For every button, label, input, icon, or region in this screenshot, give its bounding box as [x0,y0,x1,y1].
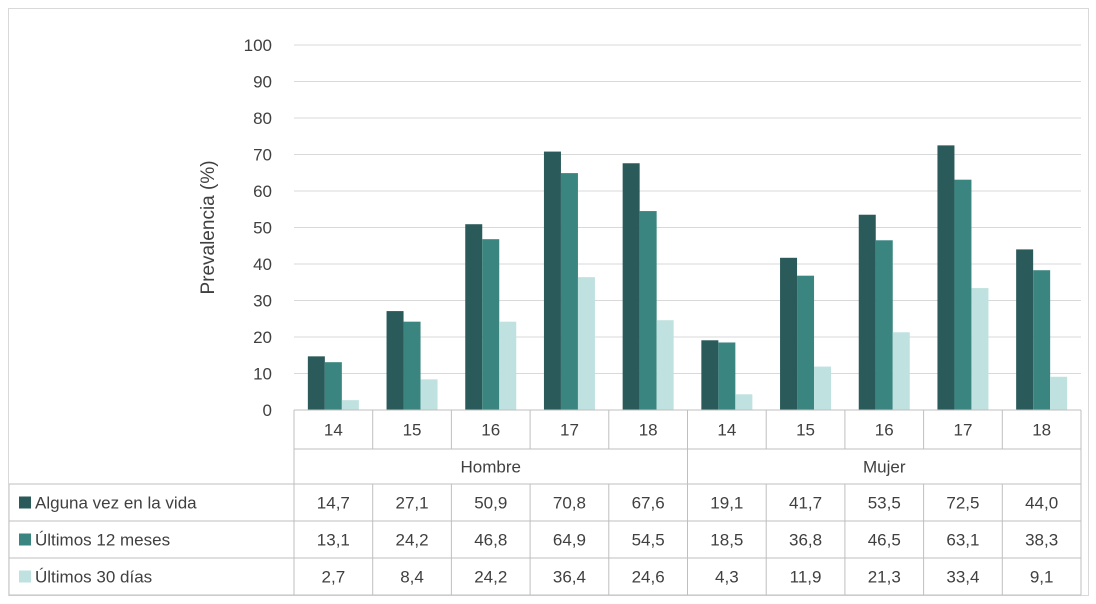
y-tick-label-70: 70 [253,146,272,165]
data-label-2-8: 46,5 [868,531,901,550]
bar-1-8 [858,214,876,410]
data-label-1-2: 27,1 [396,494,429,513]
x-tick-label-1: 14 [324,421,343,440]
x-tick-label-9: 17 [953,421,972,440]
data-label-3-10: 9,1 [1030,568,1054,587]
bar-3-3 [499,321,517,410]
data-label-1-6: 19,1 [710,494,743,513]
bar-1-7 [780,257,798,410]
legend-label-1: Alguna vez en la vida [35,494,197,513]
bar-2-9 [954,179,972,410]
bar-1-2 [386,311,404,410]
y-tick-label-50: 50 [253,219,272,238]
bar-1-10 [1016,249,1034,410]
data-label-1-4: 70,8 [553,494,586,513]
legend-key-3 [19,570,31,583]
bar-2-1 [324,362,342,410]
data-label-3-5: 24,6 [632,568,665,587]
data-label-1-10: 44,0 [1025,494,1058,513]
x-tick-label-8: 16 [875,421,894,440]
y-tick-label-100: 100 [244,36,272,55]
y-tick-label-60: 60 [253,182,272,201]
data-label-3-7: 11,9 [790,568,822,587]
data-label-2-10: 38,3 [1025,531,1058,550]
bar-chart: 0 10 20 30 40 50 60 70 80 90 100 Prevalencia (%) 14 1… [9,36,1082,596]
y-tick-label-40: 40 [253,255,272,274]
y-tick-label-30: 30 [253,292,272,311]
legend-key-2 [19,533,31,546]
bar-3-7 [814,366,832,410]
data-label-3-2: 8,4 [400,568,424,587]
bar-2-10 [1033,270,1051,410]
bar-1-3 [465,224,483,410]
data-label-1-3: 50,9 [474,494,507,513]
data-label-3-1: 2,7 [322,568,346,587]
data-label-1-9: 72,5 [946,494,979,513]
chart-frame: 0 10 20 30 40 50 60 70 80 90 100 Prevalencia (%) 14 1… [8,8,1089,596]
data-label-2-2: 24,2 [396,531,429,550]
data-label-1-1: 14,7 [317,494,350,513]
data-label-1-8: 53,5 [868,494,901,513]
x-tick-label-4: 17 [560,421,579,440]
bar-3-6 [735,394,753,410]
x-tick-label-3: 16 [481,421,500,440]
data-label-3-9: 33,4 [946,568,979,587]
bar-2-4 [560,173,578,410]
bar-3-8 [892,332,910,410]
data-label-2-1: 13,1 [317,531,350,550]
x-tick-label-7: 15 [796,421,815,440]
data-label-1-7: 41,7 [789,494,822,513]
bar-2-8 [875,240,893,410]
data-label-2-7: 36,8 [789,531,822,550]
data-label-3-3: 24,2 [474,568,507,587]
data-label-3-8: 21,3 [868,568,901,587]
y-tick-label-10: 10 [253,365,272,384]
y-axis-title: Prevalencia (%) [198,160,219,294]
bar-1-5 [622,163,640,410]
bar-2-3 [482,239,500,410]
legend-key-1 [19,496,31,509]
x-tick-label-6: 14 [717,421,736,440]
bar-3-5 [656,320,674,410]
legend-label-2: Últimos 12 meses [35,531,170,550]
bar-1-4 [543,151,561,410]
group-label-1: Hombre [461,458,521,477]
data-label-2-6: 18,5 [710,531,743,550]
y-tick-label-80: 80 [253,109,272,128]
x-tick-label-2: 15 [403,421,422,440]
x-tick-label-5: 18 [639,421,658,440]
data-label-1-5: 67,6 [632,494,665,513]
data-label-3-4: 36,4 [553,568,586,587]
data-label-2-5: 54,5 [632,531,665,550]
bar-3-4 [577,277,595,410]
y-tick-label-0: 0 [263,401,272,420]
bar-1-1 [307,356,325,410]
bar-2-7 [797,275,815,410]
y-tick-label-90: 90 [253,73,272,92]
bar-1-9 [937,145,955,410]
x-tick-label-10: 18 [1032,421,1051,440]
data-label-3-6: 4,3 [715,568,739,587]
bar-2-5 [639,211,657,410]
bar-3-1 [341,400,359,410]
bar-3-2 [420,379,438,410]
data-label-2-4: 64,9 [553,531,586,550]
bar-3-9 [971,288,989,410]
y-tick-label-20: 20 [253,328,272,347]
bar-2-6 [718,342,736,410]
data-label-2-3: 46,8 [474,531,507,550]
legend-label-3: Últimos 30 días [35,568,152,587]
bar-2-2 [403,321,421,410]
group-label-2: Mujer [863,458,906,477]
bar-3-10 [1050,376,1068,410]
bar-1-6 [701,340,719,410]
data-label-2-9: 63,1 [946,531,979,550]
